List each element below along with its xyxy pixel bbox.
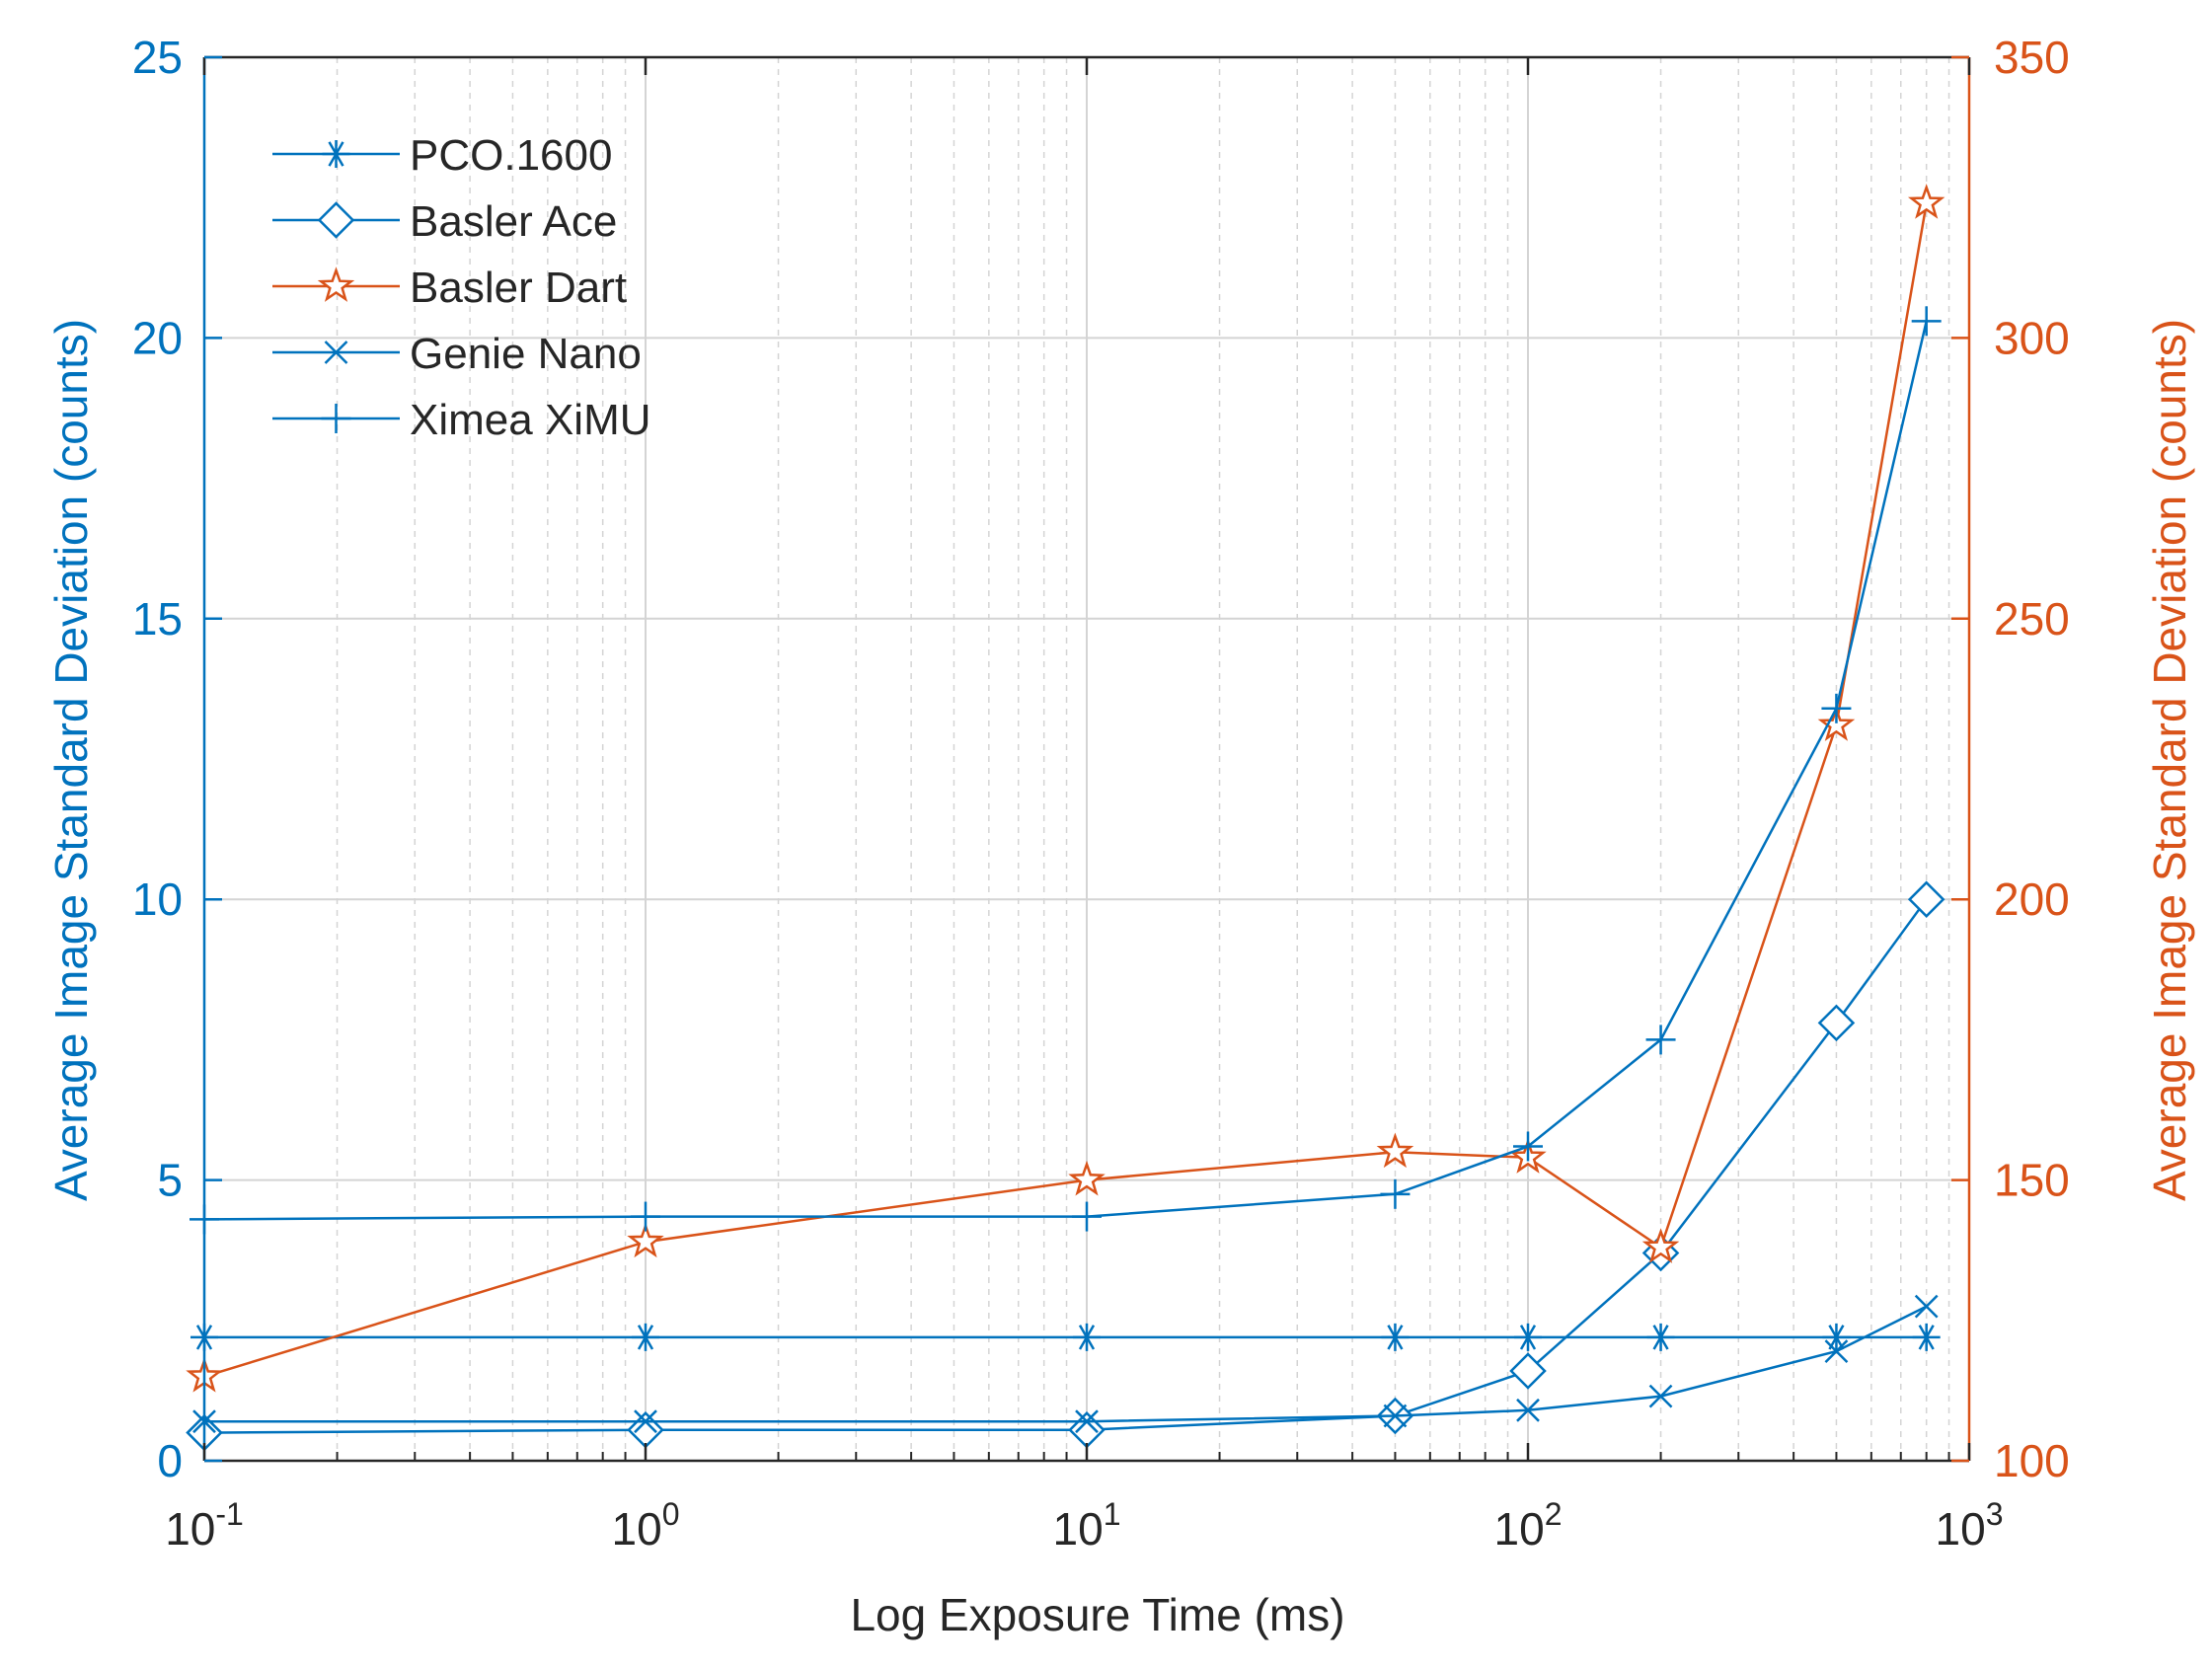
data-point-genie-nano (1516, 1398, 1540, 1422)
data-point-genie-nano (1824, 1339, 1849, 1363)
data-point-genie-nano (1914, 1294, 1939, 1319)
x-tick-label: 103 (1936, 1496, 2004, 1555)
x-axis-label: Log Exposure Time (ms) (850, 1589, 1344, 1640)
data-point-ximea-ximu (1380, 1178, 1411, 1209)
series-genie-nano (192, 1294, 1939, 1434)
series-line-basler-ace (203, 898, 1928, 1434)
x-tick-label: 101 (1053, 1496, 1121, 1555)
left-y-tick-label: 20 (132, 312, 183, 363)
legend-marker (324, 341, 348, 364)
legend-entry-ximea-ximu: Ximea XiMU (272, 396, 651, 444)
left-y-tick-label: 10 (132, 873, 183, 925)
data-point-ximea-ximu (1072, 1201, 1102, 1232)
data-point-pco-1600 (1646, 1323, 1675, 1351)
data-point-basler-ace (627, 1410, 664, 1449)
data-point-basler-ace (1068, 1410, 1106, 1449)
data-point-pco-1600 (1912, 1323, 1941, 1351)
data-point-genie-nano (1383, 1404, 1408, 1428)
right-y-tick-label: 100 (1994, 1435, 2070, 1486)
data-point-pco-1600 (1381, 1323, 1410, 1351)
x-tick-label: 102 (1494, 1496, 1563, 1555)
legend-entry-basler-ace: Basler Ace (272, 197, 617, 246)
axes-layer: 10-1 100 101 102 103 0 5 10 15 20 25 100 150 200 250 30… (132, 32, 2070, 1555)
data-point-basler-ace (1907, 880, 1945, 918)
legend-marker (317, 201, 355, 239)
legend-label: Basler Dart (410, 264, 627, 312)
right-y-axis-label: Average Image Standard Deviation (counts… (2144, 319, 2195, 1201)
series-layer (186, 184, 1945, 1452)
legend-entry-basler-dart: Basler Dart (272, 264, 627, 312)
data-point-pco-1600 (1073, 1323, 1101, 1351)
legend-label: PCO.1600 (410, 131, 612, 180)
data-point-basler-dart (1817, 706, 1856, 741)
left-y-tick-label: 5 (157, 1155, 183, 1206)
series-line-genie-nano (204, 1305, 1928, 1423)
data-point-basler-ace (1509, 1352, 1547, 1390)
right-y-tick-label: 200 (1994, 873, 2070, 925)
left-y-axis-label: Average Image Standard Deviation (counts… (45, 319, 97, 1201)
legend-entry-pco-1600: PCO.1600 (272, 131, 612, 180)
legend-marker (317, 266, 355, 302)
data-point-genie-nano (634, 1409, 657, 1434)
legend-label: Basler Ace (410, 197, 617, 246)
data-point-genie-nano (1075, 1409, 1099, 1434)
x-tick-label: 10-1 (165, 1496, 244, 1555)
data-point-ximea-ximu (1645, 1025, 1676, 1055)
legend-entry-genie-nano: Genie Nano (272, 330, 642, 378)
x-tick-label: 100 (612, 1496, 680, 1555)
legend-label: Genie Nano (410, 330, 642, 378)
right-y-tick-label: 150 (1994, 1155, 2070, 1206)
legend-marker (321, 404, 351, 433)
data-point-basler-dart (627, 1222, 664, 1258)
series-line-ximea-ximu (203, 321, 1928, 1221)
legend-layer: PCO.1600 Basler Ace Basler Dart Genie Nano X… (272, 131, 651, 444)
data-point-pco-1600 (632, 1323, 659, 1351)
data-point-basler-dart (1376, 1132, 1414, 1169)
series-pco-1600 (191, 1323, 1941, 1351)
series-ximea-ximu (190, 306, 1942, 1235)
left-y-tick-label: 25 (132, 32, 183, 83)
data-point-basler-ace (1817, 1004, 1856, 1042)
data-point-basler-dart (1068, 1160, 1106, 1196)
data-point-ximea-ximu (1821, 693, 1852, 723)
data-point-basler-dart (1907, 184, 1945, 219)
series-line-basler-dart (203, 202, 1928, 1378)
data-point-ximea-ximu (631, 1201, 660, 1232)
data-point-ximea-ximu (1513, 1131, 1543, 1162)
right-y-tick-label: 250 (1994, 593, 2070, 645)
left-y-tick-label: 15 (132, 593, 183, 645)
right-y-tick-label: 300 (1994, 312, 2070, 363)
legend-marker (322, 140, 350, 168)
left-y-tick-label: 0 (157, 1435, 183, 1486)
data-point-genie-nano (1648, 1384, 1673, 1408)
data-point-pco-1600 (1514, 1323, 1542, 1351)
legend-label: Ximea XiMU (410, 396, 651, 444)
data-point-basler-dart (1641, 1228, 1680, 1263)
data-point-ximea-ximu (1911, 306, 1942, 337)
series-basler-ace (186, 880, 1945, 1452)
right-y-tick-label: 350 (1994, 32, 2070, 83)
